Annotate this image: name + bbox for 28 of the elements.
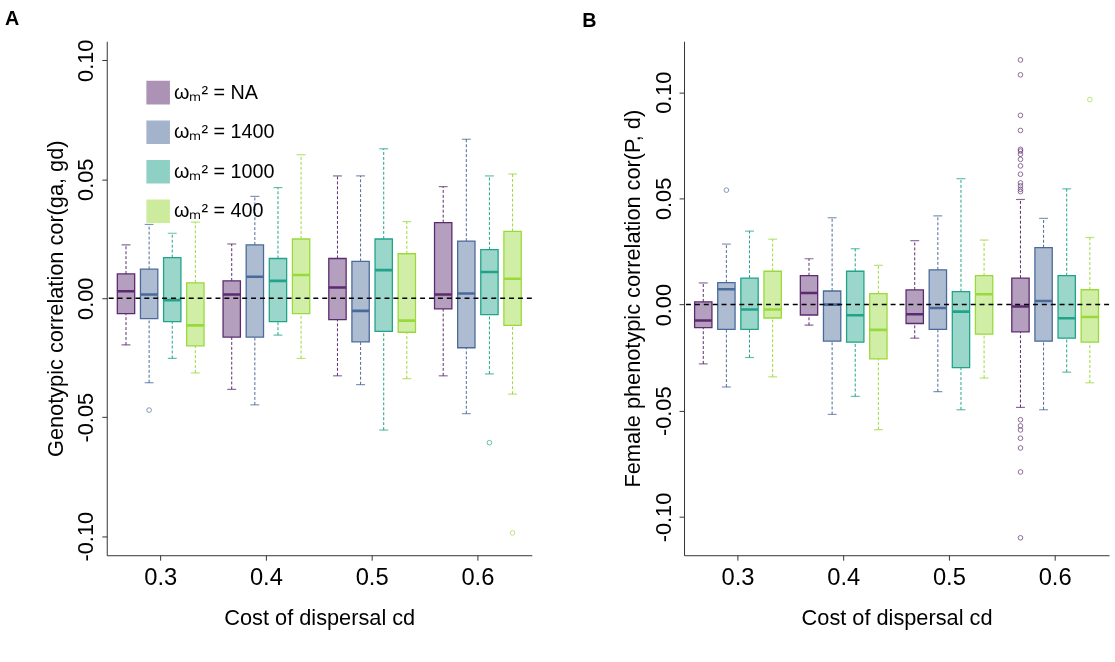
x-tick-label: 0.6: [461, 564, 495, 591]
x-tick-label: 0.5: [932, 564, 966, 591]
x-tick-label: 0.3: [144, 564, 178, 591]
y-tick-label: 0.10: [73, 39, 99, 82]
x-tick-label: 0.3: [721, 564, 755, 591]
y-tick-label: 0.00: [73, 277, 99, 320]
y-axis-title: Female phenotypic correlation cor(P, d): [620, 109, 646, 488]
legend-label: ωₘ² = NA: [173, 80, 259, 103]
y-tick-label: 0.00: [650, 283, 676, 327]
chart-title: B: [582, 9, 597, 32]
y-tick-label: -0.10: [73, 511, 99, 562]
chart-title: A: [4, 7, 20, 30]
y-tick-label: 0.05: [73, 158, 99, 201]
x-axis-title: Cost of dispersal cd: [224, 604, 416, 630]
y-tick-label: -0.05: [73, 392, 99, 443]
legend-label: ωₘ² = 1400: [173, 120, 275, 143]
legend-label: ωₘ² = 1000: [173, 159, 275, 182]
y-tick-label: 0.10: [650, 71, 676, 114]
x-tick-label: 0.4: [249, 564, 283, 591]
y-axis-title: Genotypic correlation cor(ga, gd): [42, 140, 68, 457]
x-tick-label: 0.5: [355, 564, 389, 591]
legend-label: ωₘ² = 400: [173, 199, 264, 222]
y-tick-label: 0.05: [650, 177, 676, 221]
y-tick-label: -0.05: [650, 386, 676, 437]
x-tick-label: 0.6: [1038, 564, 1072, 591]
x-axis-title: Cost of dispersal cd: [801, 604, 993, 630]
x-tick-label: 0.4: [827, 564, 861, 591]
y-tick-label: -0.10: [650, 492, 676, 543]
